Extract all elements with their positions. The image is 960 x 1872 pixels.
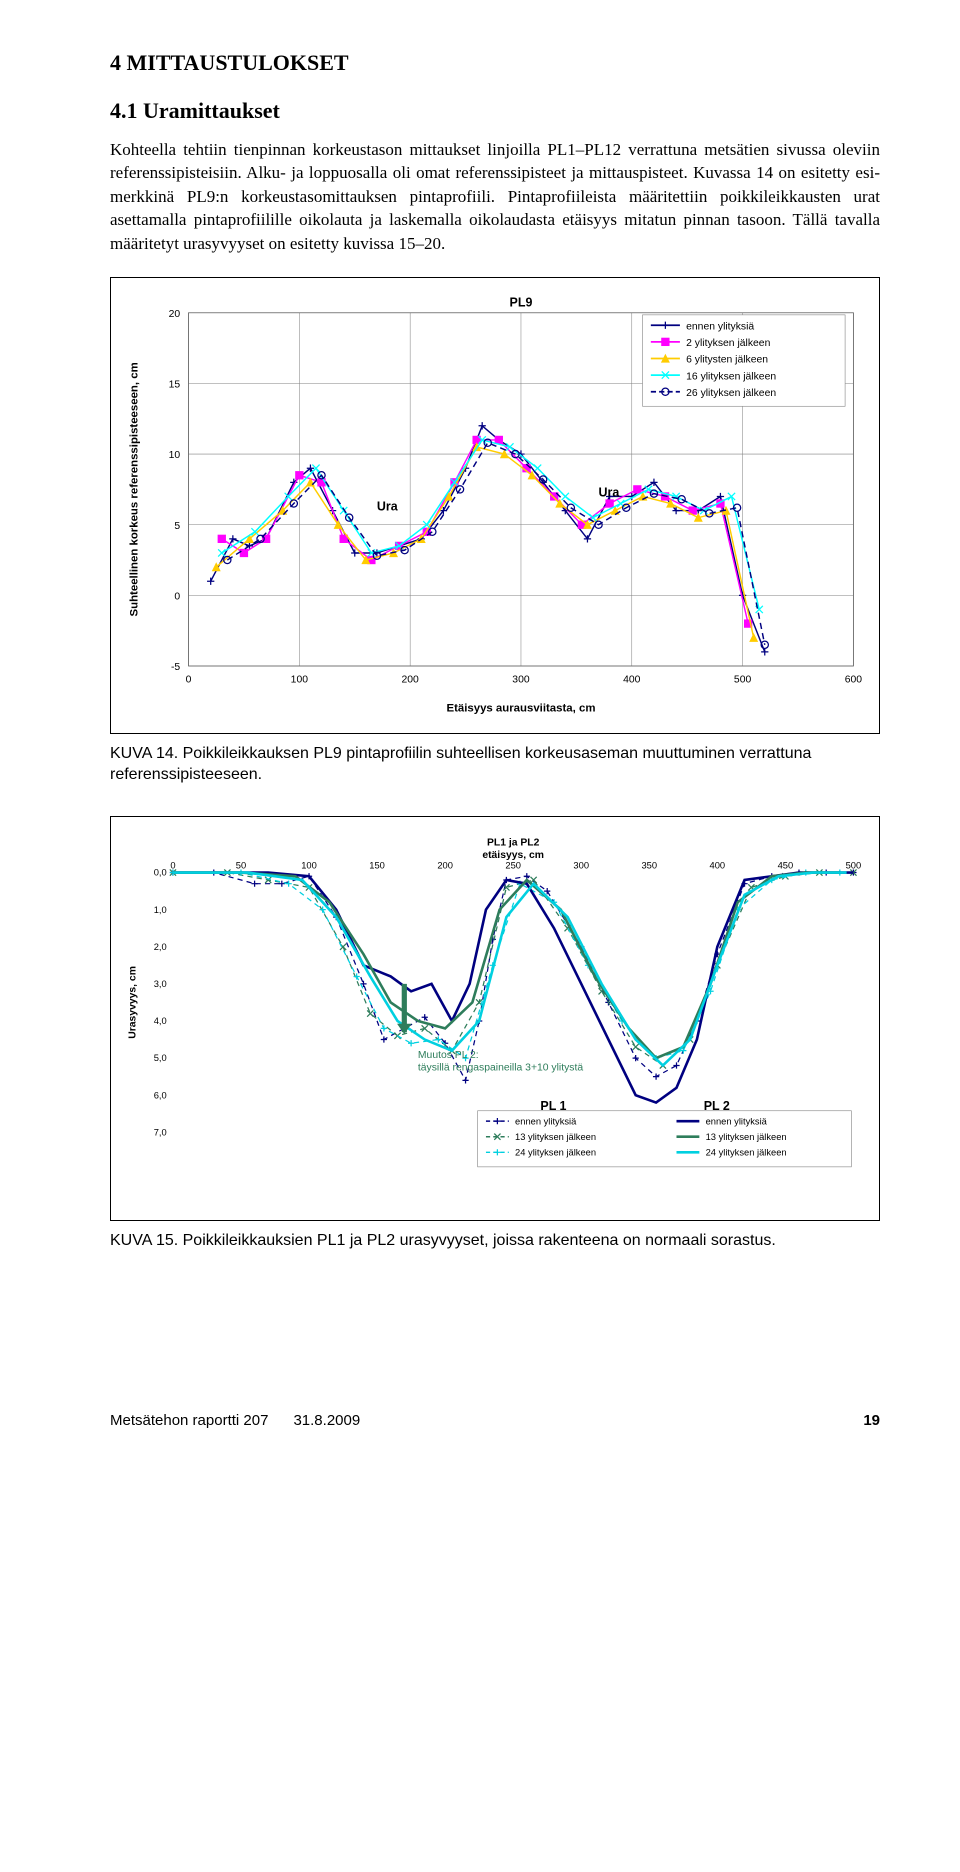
chart1-svg: 0 100 200 300 400 500 600 -5 0 5 10 15 20 PL9 Etäisyys… [121,292,869,718]
svg-text:13 ylityksen jälkeen: 13 ylityksen jälkeen [706,1132,787,1142]
svg-text:300: 300 [573,860,589,870]
footer-date: 31.8.2009 [293,1412,360,1429]
heading-main: 4 MITTAUSTULOKSET [110,50,880,76]
svg-text:Ura: Ura [377,500,398,514]
svg-text:6,0: 6,0 [154,1090,167,1100]
svg-text:400: 400 [710,860,726,870]
heading-sub: 4.1 Uramittaukset [110,98,880,124]
svg-text:100: 100 [301,860,317,870]
svg-text:26 ylityksen jälkeen: 26 ylityksen jälkeen [686,388,776,399]
svg-text:Muutos PL 2:: Muutos PL 2: [418,1050,479,1061]
svg-text:600: 600 [845,675,863,686]
svg-text:250: 250 [505,860,521,870]
svg-text:24 ylityksen jälkeen: 24 ylityksen jälkeen [706,1147,787,1157]
svg-text:2,0: 2,0 [154,942,167,952]
page-number: 19 [863,1412,880,1429]
chart1-container: 0 100 200 300 400 500 600 -5 0 5 10 15 20 PL9 Etäisyys… [110,277,880,734]
svg-text:2 ylityksen jälkeen: 2 ylityksen jälkeen [686,338,770,349]
svg-text:etäisyys, cm: etäisyys, cm [482,850,544,861]
svg-text:ennen ylityksiä: ennen ylityksiä [706,1116,768,1126]
svg-text:PL1 ja PL2: PL1 ja PL2 [487,837,540,848]
caption-1: KUVA 14. Poikkileikkauksen PL9 pintaprof… [110,744,880,786]
svg-text:0: 0 [170,860,175,870]
svg-text:20: 20 [169,309,181,320]
svg-text:450: 450 [778,860,794,870]
svg-text:15: 15 [169,380,181,391]
svg-text:13 ylityksen jälkeen: 13 ylityksen jälkeen [515,1132,596,1142]
svg-text:0: 0 [174,592,180,603]
svg-text:ennen ylityksiä: ennen ylityksiä [515,1116,577,1126]
chart2-container: PL1 ja PL2 etäisyys, cm 0 50 100 150 200 250 300… [110,816,880,1221]
svg-text:1,0: 1,0 [154,905,167,915]
svg-text:50: 50 [236,860,246,870]
svg-text:Etäisyys aurausviitasta, cm: Etäisyys aurausviitasta, cm [446,703,595,715]
footer-title: Metsätehon raportti 207 [110,1412,268,1429]
svg-text:500: 500 [734,675,752,686]
svg-text:150: 150 [369,860,385,870]
svg-text:24 ylityksen jälkeen: 24 ylityksen jälkeen [515,1147,596,1157]
svg-text:täysillä rengaspaineilla 3+10: täysillä rengaspaineilla 3+10 ylitystä [418,1062,583,1073]
svg-text:5: 5 [174,521,180,532]
svg-text:10: 10 [169,450,181,461]
svg-text:ennen ylityksiä: ennen ylityksiä [686,322,754,333]
svg-text:Suhteellinen korkeus referenss: Suhteellinen korkeus referenssipisteesee… [129,363,141,617]
svg-text:0,0: 0,0 [154,867,167,877]
svg-text:200: 200 [437,860,453,870]
svg-text:3,0: 3,0 [154,979,167,989]
svg-text:350: 350 [641,860,657,870]
svg-text:16 ylityksen jälkeen: 16 ylityksen jälkeen [686,372,776,383]
svg-text:5,0: 5,0 [154,1053,167,1063]
chart2-svg: PL1 ja PL2 etäisyys, cm 0 50 100 150 200 250 300… [121,831,869,1205]
svg-text:7,0: 7,0 [154,1127,167,1137]
svg-text:500: 500 [846,860,862,870]
svg-text:6 ylitysten jälkeen: 6 ylitysten jälkeen [686,355,768,366]
svg-text:300: 300 [512,675,530,686]
svg-text:0: 0 [186,675,192,686]
svg-text:200: 200 [402,675,420,686]
svg-text:Urasyvyys, cm: Urasyvyys, cm [128,966,139,1039]
svg-text:Ura: Ura [599,486,620,500]
svg-text:PL9: PL9 [510,296,533,310]
svg-text:4,0: 4,0 [154,1016,167,1026]
page-footer: Metsätehon raportti 207 31.8.2009 19 [110,1412,880,1429]
svg-text:-5: -5 [171,662,180,673]
body-paragraph: Kohteella tehtiin tienpinnan korkeustaso… [110,138,880,255]
caption-2: KUVA 15. Poikkileikkauksien PL1 ja PL2 u… [110,1231,880,1252]
svg-text:100: 100 [291,675,309,686]
svg-text:400: 400 [623,675,641,686]
